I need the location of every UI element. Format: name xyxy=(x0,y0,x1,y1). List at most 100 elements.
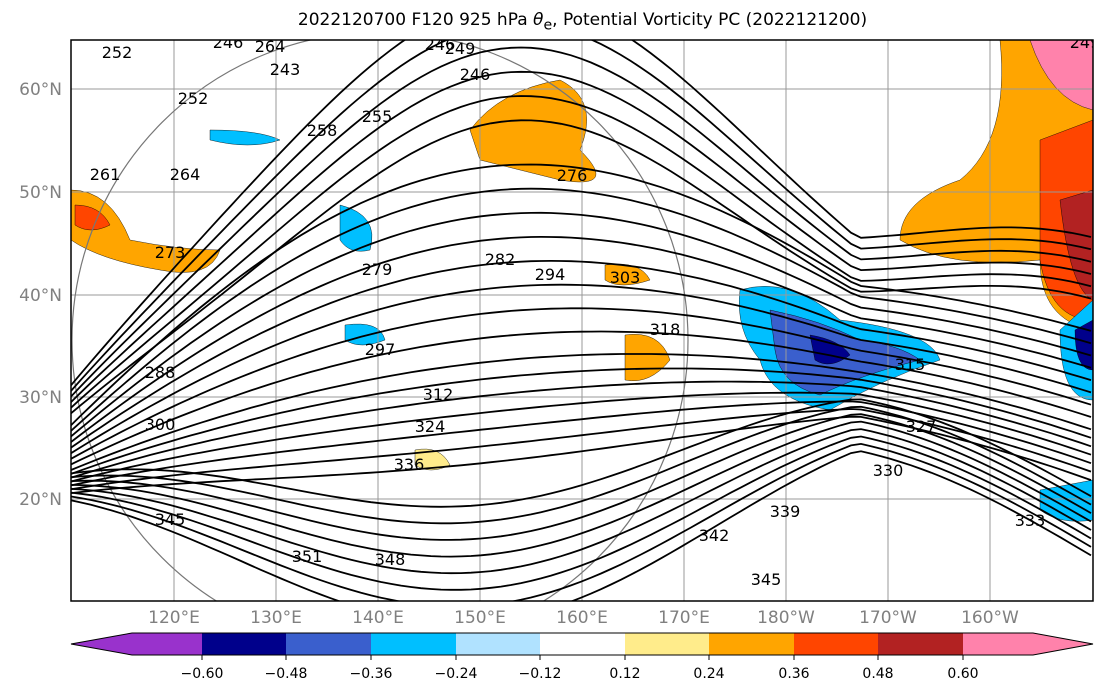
plot-frame xyxy=(70,39,1094,602)
contour-label: 261 xyxy=(90,165,121,184)
theta-e-contour xyxy=(71,119,1092,414)
lon-label: 140°E xyxy=(352,608,404,628)
pv-region xyxy=(71,189,221,273)
colorbar-segment xyxy=(878,633,964,655)
latitude-labels: 60°N 50°N 40°N 30°N 20°N xyxy=(19,80,62,510)
theta-e-contour xyxy=(71,187,1092,432)
theta-e-contour xyxy=(71,95,1092,409)
colorbar-extend-min xyxy=(71,633,202,655)
colorbar-segment xyxy=(456,633,541,655)
colorbar-extend-max xyxy=(963,633,1093,655)
contour-label: 312 xyxy=(423,385,454,404)
contour-label: 333 xyxy=(1015,511,1046,530)
theta-e-contour xyxy=(71,405,1092,525)
lon-label: 160°E xyxy=(556,608,608,628)
colorbar-segment xyxy=(540,633,626,655)
contour-label: 252 xyxy=(178,89,209,108)
lon-label: 170°E xyxy=(658,608,710,628)
colorbar-segment xyxy=(709,633,795,655)
theta-e-contour xyxy=(71,283,1092,454)
colorbar-frame xyxy=(70,632,1094,656)
pv-region xyxy=(624,334,671,381)
theta-e-contour xyxy=(71,428,1092,575)
contour-label: 252 xyxy=(102,43,133,62)
colorbar: −0.60 −0.48 −0.36 −0.24 −0.12 0.12 0.24 0.36 0.4… xyxy=(70,632,1094,682)
contour-label: 351 xyxy=(292,547,323,566)
lon-label: 150°E xyxy=(454,608,506,628)
lon-label: 120°E xyxy=(148,608,200,628)
contour-label: 279 xyxy=(362,260,393,279)
theta-e-contour xyxy=(71,46,1092,398)
contour-label: 246 xyxy=(213,33,244,52)
contour-label: 318 xyxy=(650,320,681,339)
theta-e-contour xyxy=(71,307,1092,460)
contour-label: 303 xyxy=(610,268,641,287)
lat-label: 20°N xyxy=(19,490,62,510)
theta-e-contour xyxy=(71,40,1092,386)
colorbar-tick-label: −0.12 xyxy=(519,666,562,682)
theta-e-contour xyxy=(71,211,1092,438)
contour-label: 258 xyxy=(307,121,338,140)
pv-region xyxy=(344,323,386,346)
theta-e-contour xyxy=(71,398,1092,508)
colorbar-tick-label: −0.24 xyxy=(435,666,478,682)
lon-label: 130°E xyxy=(250,608,302,628)
contour-label: 243 xyxy=(270,60,301,79)
theta-e-contour xyxy=(71,330,1092,466)
colorbar-tick-label: 0.60 xyxy=(947,666,978,682)
colorbar-tick-label: 0.36 xyxy=(778,666,809,682)
contour-label: 246 xyxy=(425,35,456,54)
contour-label: 294 xyxy=(535,265,566,284)
lat-label: 60°N xyxy=(19,80,62,100)
lon-label: 180°W xyxy=(757,608,815,628)
contour-label: 339 xyxy=(770,502,801,521)
contour-label: 282 xyxy=(485,250,516,269)
contour-label: 345 xyxy=(155,510,186,529)
colorbar-segment xyxy=(371,633,457,655)
theta-e-contour xyxy=(71,442,1092,601)
contour-label: 327 xyxy=(906,417,937,436)
theta-e-contour xyxy=(71,163,1092,426)
contour-label: 288 xyxy=(145,363,176,382)
theta-e-contour xyxy=(71,259,1092,449)
colorbar-tick-label: 0.24 xyxy=(693,666,724,682)
longitude-labels: 120°E 130°E 140°E 150°E 160°E 170°E 180°W 170°W… xyxy=(148,608,1019,628)
contour-label: 273 xyxy=(155,243,186,262)
contour-label: 345 xyxy=(751,570,782,589)
contour-label: 264 xyxy=(255,37,286,56)
contour-labels: 252 246 243 249 246 252 255 258 261 264 273 279 282 2… xyxy=(90,33,1101,589)
theta-e-contour xyxy=(71,40,1092,392)
colorbar-tick-label: −0.60 xyxy=(181,666,224,682)
colorbar-tick-label: 0.48 xyxy=(862,666,893,682)
colorbar-segment xyxy=(794,633,879,655)
lon-label: 160°W xyxy=(961,608,1019,628)
contour-label: 255 xyxy=(362,107,393,126)
contour-label: 264 xyxy=(170,165,201,184)
colorbar-tick-label: −0.48 xyxy=(265,666,308,682)
range-ring xyxy=(71,40,689,601)
contour-label: 246 xyxy=(460,65,491,84)
colorbar-segment xyxy=(625,633,710,655)
colorbar-tick-label: 0.12 xyxy=(609,666,640,682)
contour-label: 324 xyxy=(415,417,446,436)
contour-label: 342 xyxy=(699,526,730,545)
gridlines xyxy=(71,40,1093,601)
theta-e-contour xyxy=(71,435,1092,591)
theta-e-contour xyxy=(71,235,1092,443)
colorbar-segment xyxy=(202,633,287,655)
theta-e-contour xyxy=(71,380,1092,479)
contour-label: 300 xyxy=(145,415,176,434)
contour-label: 249 xyxy=(1070,33,1101,52)
theta-e-contour xyxy=(71,391,1092,483)
theta-e-contour xyxy=(71,413,1092,541)
lat-label: 30°N xyxy=(19,388,62,408)
pv-region xyxy=(74,204,111,231)
pv-region xyxy=(469,79,597,183)
contour-label: 348 xyxy=(375,550,406,569)
lat-label: 40°N xyxy=(19,286,62,306)
contour-label: 330 xyxy=(873,461,904,480)
contour-label: 276 xyxy=(557,166,588,185)
contour-label: 336 xyxy=(394,455,425,474)
